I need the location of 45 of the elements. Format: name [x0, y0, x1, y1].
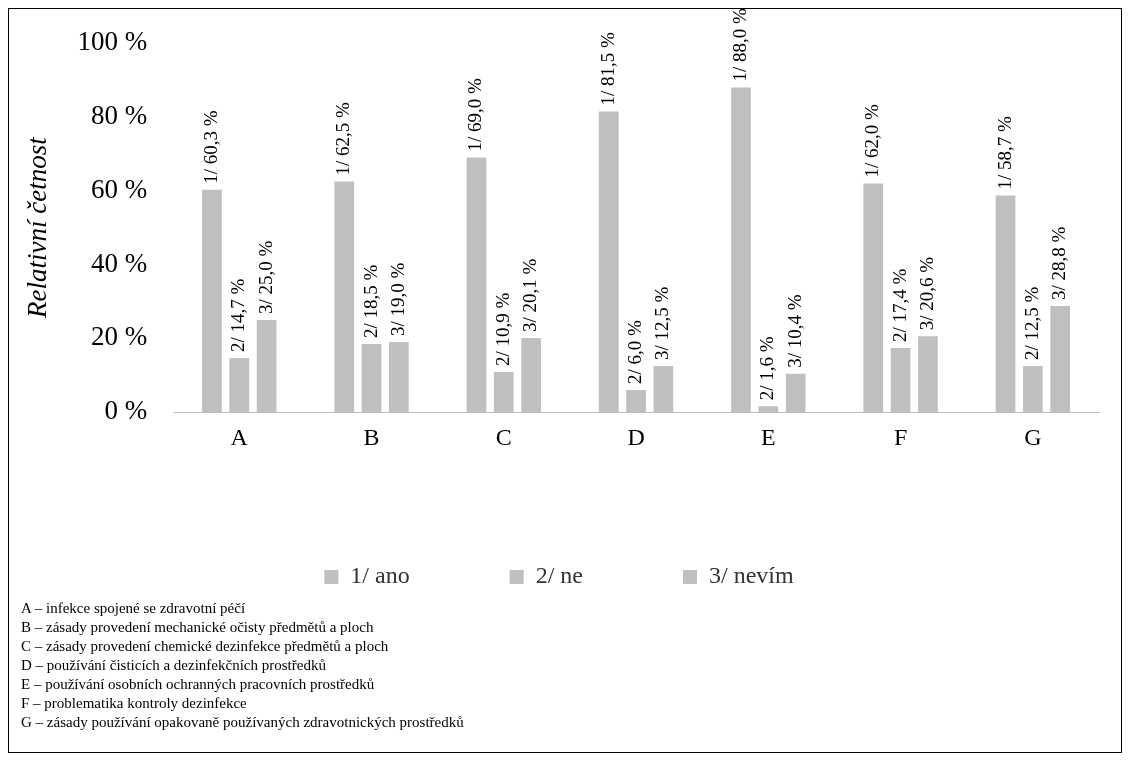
data-label: 3/ 25,0 %: [254, 240, 276, 314]
data-label: 1/ 69,0 %: [464, 78, 486, 152]
data-label: 2/ 17,4 %: [888, 268, 910, 342]
legend-label: 2/ ne: [535, 562, 583, 589]
y-tick-label: 40 %: [90, 247, 148, 278]
data-label: 1/ 62,0 %: [861, 103, 883, 178]
data-label: 1/ 88,0 %: [728, 7, 750, 82]
data-label: 1/ 81,5 %: [596, 31, 618, 106]
data-label: 1/ 58,7 %: [993, 116, 1015, 190]
data-label: 2/ 14,7 %: [227, 278, 249, 352]
data-label: 3/ 19,0 %: [386, 262, 408, 337]
text: E – používání osobních ochranných pracovních prostředků: [21, 675, 376, 694]
text: B – zásady provedení mechanické očisty předmětů a ploch: [21, 618, 375, 637]
y-tick-label: 20 %: [90, 321, 148, 352]
text: G – zásady používání opakovaně používaných zdravotnických prostředků: [21, 713, 465, 732]
y-tick-label: 100 %: [77, 26, 148, 57]
x-tick-label: A: [230, 423, 249, 450]
x-tick-label: B: [363, 423, 380, 450]
data-label: 3/ 28,8 %: [1048, 226, 1070, 300]
y-axis-title: Relativní četnost: [22, 135, 53, 320]
text: C – zásady provedení chemické dezinfekce předmětů a ploch: [21, 637, 390, 656]
y-tick-label: 80 %: [90, 100, 148, 131]
text: D – používání čisticích a dezinfekčních prostředků: [21, 656, 327, 675]
data-label: 2/ 6,0 %: [624, 320, 646, 385]
y-tick-label: 0 %: [104, 395, 148, 426]
x-tick-label: E: [761, 423, 776, 450]
data-label: 2/ 1,6 %: [756, 336, 778, 401]
x-tick-label: F: [893, 423, 908, 450]
legend-label: 3/ nevím: [708, 562, 794, 589]
x-tick-label: D: [627, 423, 645, 450]
data-label: 3/ 10,4 %: [783, 294, 805, 368]
data-label: 3/ 20,1 %: [519, 258, 541, 333]
x-tick-label: C: [495, 423, 512, 450]
data-label: 2/ 18,5 %: [359, 264, 381, 338]
data-label: 2/ 12,5 %: [1020, 286, 1042, 361]
text: A – infekce spojené se zdravotní péčí: [21, 599, 247, 618]
data-label: 1/ 60,3 %: [199, 110, 221, 184]
data-label: 2/ 10,9 %: [491, 292, 513, 366]
text: F – problematika kontroly dezinfekce: [21, 694, 248, 713]
legend-label: 1/ ano: [350, 562, 410, 589]
y-tick-label: 60 %: [90, 173, 148, 204]
x-tick-label: G: [1024, 423, 1042, 450]
data-label: 3/ 12,5 %: [651, 286, 673, 361]
data-label: 1/ 62,5 %: [332, 102, 354, 176]
data-label: 3/ 20,6 %: [915, 256, 937, 331]
